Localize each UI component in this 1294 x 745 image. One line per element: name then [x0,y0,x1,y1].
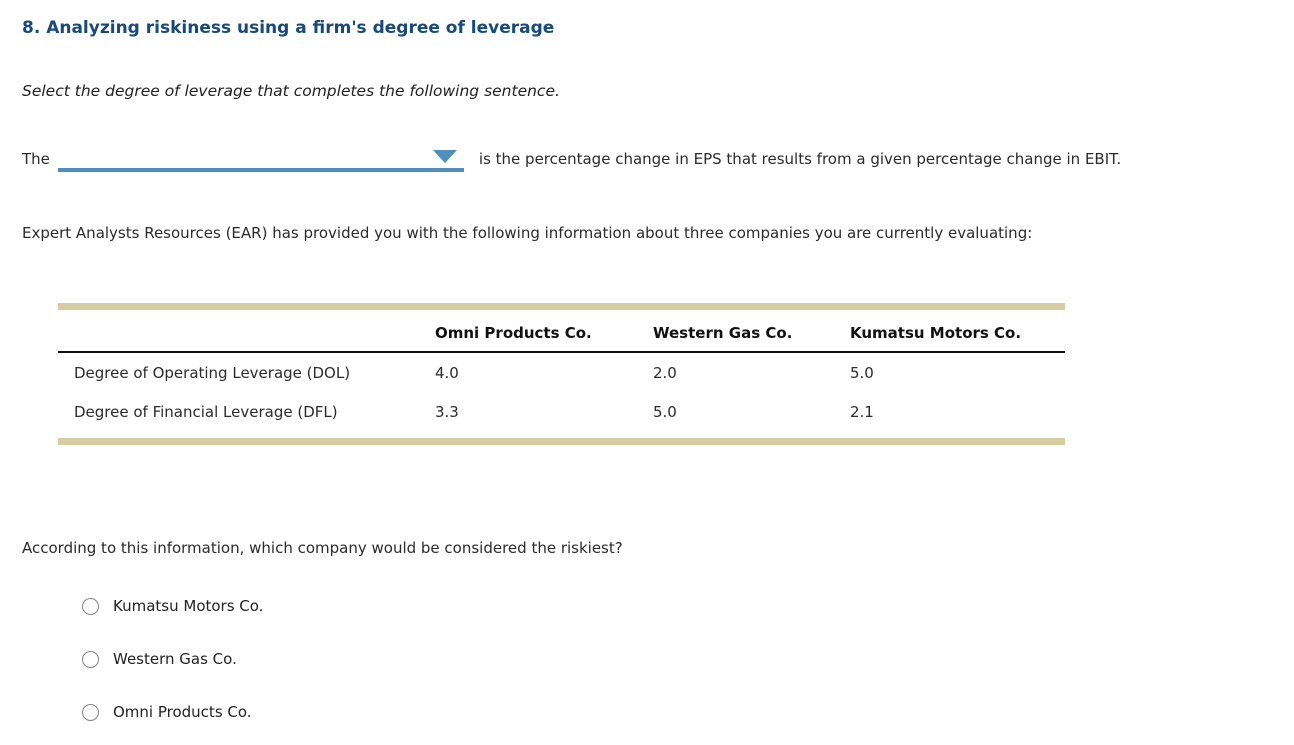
instruction-text: Select the degree of leverage that compl… [22,82,560,101]
dfl-kumatsu: 2.1 [850,403,874,421]
row-label-dfl: Degree of Financial Leverage (DFL) [74,403,338,421]
leverage-dropdown[interactable] [57,150,464,173]
table-row: Degree of Operating Leverage (DOL) 4.0 2… [58,352,1065,392]
page-title: 8. Analyzing riskiness using a firm's de… [22,18,555,38]
header-kumatsu: Kumatsu Motors Co. [850,310,1065,353]
dfl-omni: 3.3 [435,403,459,421]
dol-western: 2.0 [653,364,677,382]
leverage-table: Omni Products Co. Western Gas Co. Kumats… [58,303,1065,445]
radio-kumatsu[interactable] [82,597,99,615]
question-text: According to this information, which com… [22,539,623,557]
header-omni: Omni Products Co. [435,310,653,353]
row-label-dol: Degree of Operating Leverage (DOL) [74,364,351,382]
option-label[interactable]: Western Gas Co. [113,650,237,668]
option-label[interactable]: Kumatsu Motors Co. [113,597,264,615]
fill-in-sentence: The is the percentage change in EPS that… [22,150,1274,173]
radio-western[interactable] [82,650,99,668]
answer-options: Kumatsu Motors Co. Western Gas Co. Omni … [82,597,1274,721]
option-kumatsu: Kumatsu Motors Co. [82,597,1274,615]
option-label[interactable]: Omni Products Co. [113,703,252,721]
dol-kumatsu: 5.0 [850,364,874,382]
table-bottom-border [58,438,1065,445]
table-top-border [58,303,1065,310]
chevron-down-icon [432,150,457,164]
dol-omni: 4.0 [435,364,459,382]
dfl-western: 5.0 [653,403,677,421]
sentence-prefix: The [22,150,50,169]
table-row: Degree of Financial Leverage (DFL) 3.3 5… [58,392,1065,431]
option-omni: Omni Products Co. [82,703,1274,721]
header-western: Western Gas Co. [653,310,850,353]
intro-text: Expert Analysts Resources (EAR) has prov… [22,224,1033,243]
sentence-suffix: is the percentage change in EPS that res… [478,150,1122,169]
table-bottom-spacer [58,431,1065,438]
radio-omni[interactable] [82,703,99,721]
table-header-row: Omni Products Co. Western Gas Co. Kumats… [58,310,1065,353]
header-blank [58,310,435,353]
option-western: Western Gas Co. [82,650,1274,668]
